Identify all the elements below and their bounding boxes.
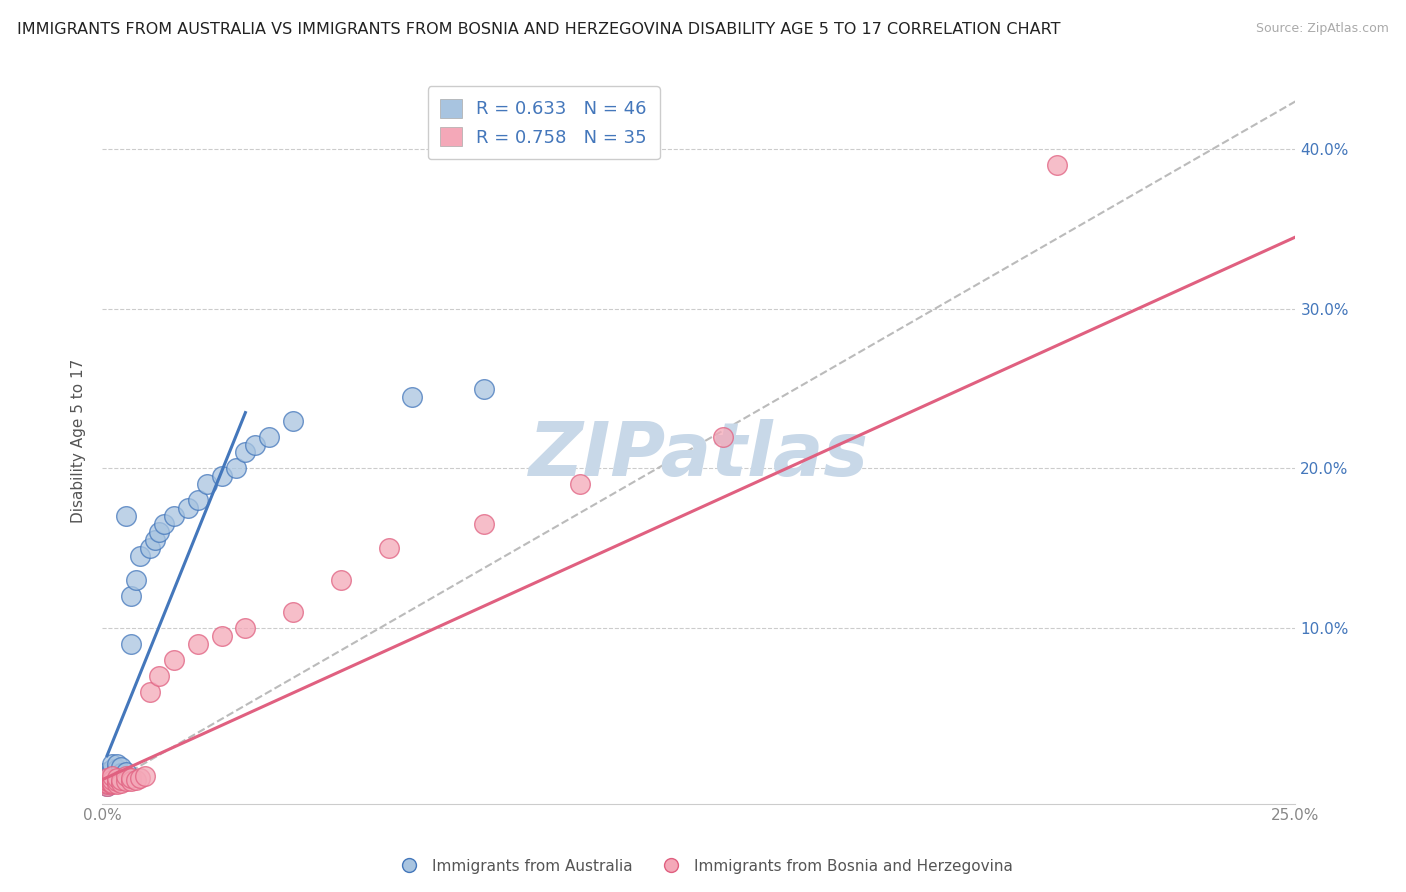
Point — [472, 517, 495, 532]
Point — [100, 771, 122, 785]
Text: IMMIGRANTS FROM AUSTRALIA VS IMMIGRANTS FROM BOSNIA AND HERZEGOVINA DISABILITY A: IMMIGRANTS FROM AUSTRALIA VS IMMIGRANTS … — [17, 22, 1060, 37]
Point — [115, 764, 138, 779]
Point — [96, 764, 118, 779]
Point — [134, 770, 156, 784]
Point — [100, 768, 122, 782]
Point — [100, 756, 122, 771]
Point — [110, 776, 132, 790]
Point — [377, 541, 399, 556]
Y-axis label: Disability Age 5 to 17: Disability Age 5 to 17 — [72, 359, 86, 523]
Point — [110, 760, 132, 774]
Point — [96, 774, 118, 789]
Point — [281, 414, 304, 428]
Point — [100, 772, 122, 787]
Point — [259, 429, 281, 443]
Point — [124, 772, 146, 787]
Point — [110, 766, 132, 780]
Point — [105, 771, 128, 785]
Point — [163, 653, 186, 667]
Point — [115, 774, 138, 789]
Point — [281, 605, 304, 619]
Point — [96, 776, 118, 790]
Point — [96, 768, 118, 782]
Point — [115, 509, 138, 524]
Point — [105, 774, 128, 789]
Point — [1046, 158, 1069, 172]
Point — [96, 771, 118, 785]
Point — [100, 764, 122, 779]
Point — [105, 756, 128, 771]
Point — [105, 762, 128, 776]
Point — [100, 776, 122, 790]
Point — [120, 637, 142, 651]
Point — [177, 501, 200, 516]
Point — [143, 533, 166, 548]
Point — [100, 777, 122, 791]
Text: Source: ZipAtlas.com: Source: ZipAtlas.com — [1256, 22, 1389, 36]
Point — [110, 771, 132, 785]
Point — [329, 573, 352, 587]
Point — [120, 589, 142, 603]
Point — [139, 541, 162, 556]
Point — [96, 779, 118, 793]
Point — [96, 771, 118, 785]
Point — [139, 685, 162, 699]
Point — [153, 517, 176, 532]
Point — [195, 477, 218, 491]
Point — [100, 772, 122, 787]
Point — [100, 762, 122, 776]
Point — [105, 777, 128, 791]
Point — [235, 445, 257, 459]
Legend: R = 0.633   N = 46, R = 0.758   N = 35: R = 0.633 N = 46, R = 0.758 N = 35 — [427, 87, 659, 160]
Point — [96, 777, 118, 791]
Point — [100, 776, 122, 790]
Point — [96, 772, 118, 787]
Point — [110, 772, 132, 787]
Point — [115, 770, 138, 784]
Point — [148, 669, 170, 683]
Point — [129, 549, 152, 564]
Point — [163, 509, 186, 524]
Point — [187, 493, 209, 508]
Point — [105, 774, 128, 789]
Point — [148, 525, 170, 540]
Point — [120, 771, 142, 785]
Point — [187, 637, 209, 651]
Point — [96, 772, 118, 787]
Point — [225, 461, 247, 475]
Point — [124, 573, 146, 587]
Point — [96, 777, 118, 791]
Point — [96, 770, 118, 784]
Point — [129, 771, 152, 785]
Point — [105, 766, 128, 780]
Point — [472, 382, 495, 396]
Point — [711, 429, 734, 443]
Point — [401, 390, 423, 404]
Point — [96, 776, 118, 790]
Point — [100, 770, 122, 784]
Point — [211, 629, 233, 643]
Legend: Immigrants from Australia, Immigrants from Bosnia and Herzegovina: Immigrants from Australia, Immigrants fr… — [388, 853, 1018, 880]
Point — [211, 469, 233, 483]
Point — [96, 774, 118, 789]
Text: ZIPatlas: ZIPatlas — [529, 418, 869, 491]
Point — [243, 437, 266, 451]
Point — [96, 779, 118, 793]
Point — [105, 771, 128, 785]
Point — [120, 774, 142, 789]
Point — [235, 621, 257, 635]
Point — [568, 477, 591, 491]
